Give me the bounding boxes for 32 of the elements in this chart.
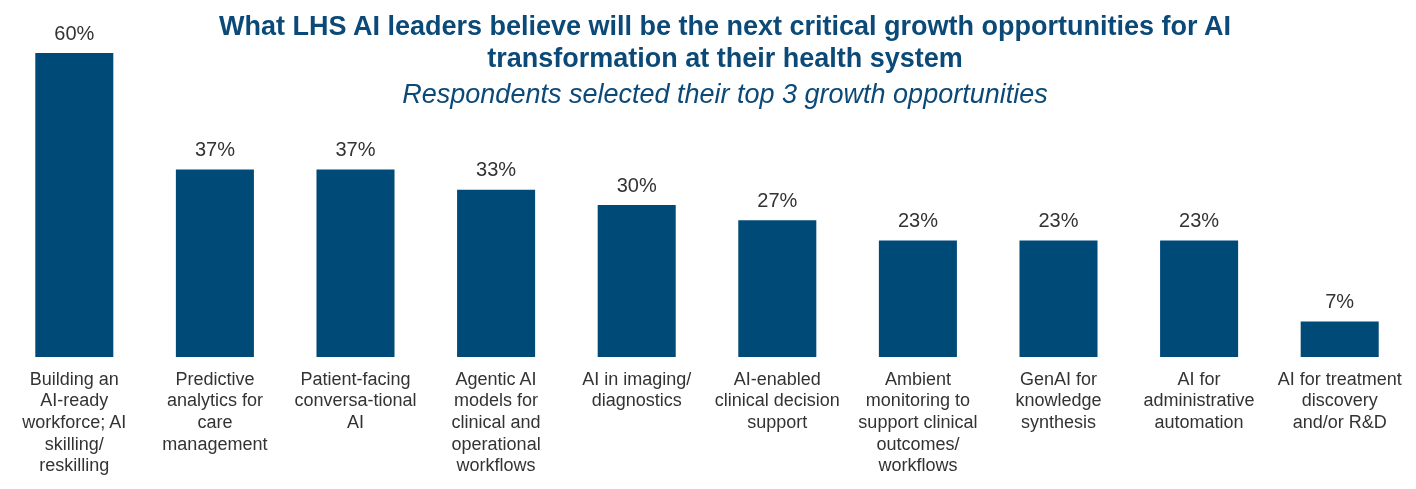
data-label: 27% — [757, 188, 798, 211]
bar — [35, 53, 114, 357]
data-label: 7% — [1325, 290, 1355, 313]
data-label: 37% — [335, 138, 376, 161]
x-tick-label: Agentic AI models for clinical and operational workflows — [451, 368, 541, 476]
bar — [1160, 240, 1239, 357]
data-label: 30% — [616, 173, 657, 196]
x-tick-label: GenAI for knowledge synthesis — [1015, 368, 1102, 432]
bar — [175, 169, 254, 357]
x-tick-label: AI for administrative automation — [1143, 368, 1255, 432]
bar — [1019, 240, 1098, 357]
data-label: 23% — [1179, 208, 1220, 231]
bar — [1300, 321, 1379, 357]
data-label: 37% — [194, 138, 236, 161]
x-tick-label: AI in imaging/ diagnostics — [582, 368, 692, 411]
data-label: 60% — [54, 21, 95, 44]
text: Respondents selected their top 3 growth opportunities — [401, 78, 1049, 110]
bar — [738, 220, 817, 357]
x-tick-label: Patient-facing conversa-tional AI — [294, 368, 417, 432]
x-tick-label: AI for treatment discovery and/or R&D — [1277, 368, 1402, 432]
bar — [457, 189, 536, 357]
data-label: 33% — [476, 158, 517, 181]
x-tick-label: Ambient monitoring to support clinical outcomes/ workflows — [858, 368, 978, 476]
bar — [316, 169, 395, 357]
data-label: 23% — [897, 208, 939, 231]
chart-title: What LHS AI leaders believe will be the next critical growth opportunities for AI transformation at their health system — [217, 10, 1233, 74]
x-tick-label: Predictive analytics for care management — [162, 368, 268, 454]
x-tick-label: Building an AI-ready workforce; AI skilling/ reskilling — [21, 368, 127, 476]
x-tick-label: AI-enabled clinical decision support — [714, 368, 840, 432]
bar — [597, 205, 676, 357]
bar — [878, 240, 957, 357]
data-label: 23% — [1038, 208, 1079, 231]
